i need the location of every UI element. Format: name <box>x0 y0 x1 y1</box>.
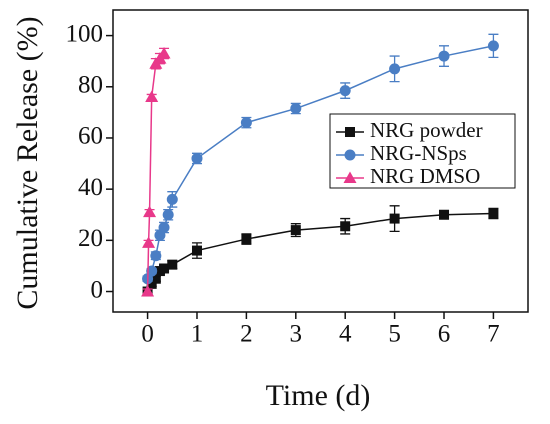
marker <box>150 250 162 262</box>
series <box>142 205 499 297</box>
legend-frame <box>329 113 516 189</box>
y-axis-title: Cumulative Release (%) <box>11 16 44 309</box>
marker <box>344 149 356 161</box>
x-tick-label: 0 <box>141 321 154 348</box>
marker <box>142 236 156 248</box>
marker <box>345 127 355 137</box>
legend-text: NRG DMSO <box>370 164 480 188</box>
y-tick-label: 0 <box>91 276 104 303</box>
marker <box>339 85 351 97</box>
y-tick-label: 100 <box>66 20 104 47</box>
marker <box>158 222 170 234</box>
marker <box>141 285 155 297</box>
marker <box>145 90 159 103</box>
x-tick-label: 3 <box>290 321 303 348</box>
series <box>141 47 171 297</box>
marker <box>159 263 170 274</box>
marker <box>487 40 499 52</box>
x-tick-label: 2 <box>240 321 253 348</box>
marker <box>157 47 171 59</box>
marker <box>290 103 302 115</box>
x-tick-label: 6 <box>438 321 451 348</box>
marker <box>290 225 301 236</box>
marker <box>166 193 178 205</box>
marker <box>389 63 401 75</box>
marker <box>167 259 178 270</box>
marker <box>191 245 202 256</box>
marker <box>146 278 157 289</box>
marker <box>240 117 252 129</box>
y-tick-label: 40 <box>78 174 103 201</box>
x-tick-label: 5 <box>388 321 401 348</box>
marker <box>488 208 499 219</box>
series <box>142 33 499 285</box>
x-tick-label: 7 <box>487 321 500 348</box>
x-tick-label: 4 <box>339 321 352 348</box>
marker <box>146 265 158 277</box>
marker <box>162 209 174 221</box>
marker <box>143 205 157 218</box>
marker <box>343 171 357 183</box>
marker <box>439 209 450 220</box>
marker <box>438 50 450 62</box>
x-tick-label: 1 <box>191 321 204 348</box>
x-axis-title: Time (d) <box>266 379 371 412</box>
legend-text: NRG powder <box>370 118 483 142</box>
y-tick-label: 60 <box>78 123 103 150</box>
y-tick-label: 20 <box>78 225 103 252</box>
marker <box>340 221 351 232</box>
y-tick-label: 80 <box>78 72 103 99</box>
marker <box>150 273 161 284</box>
marker <box>241 234 252 245</box>
marker <box>191 152 203 164</box>
plot-frame <box>112 9 529 313</box>
legend-text: NRG-NSps <box>370 141 467 165</box>
marker <box>389 213 400 224</box>
